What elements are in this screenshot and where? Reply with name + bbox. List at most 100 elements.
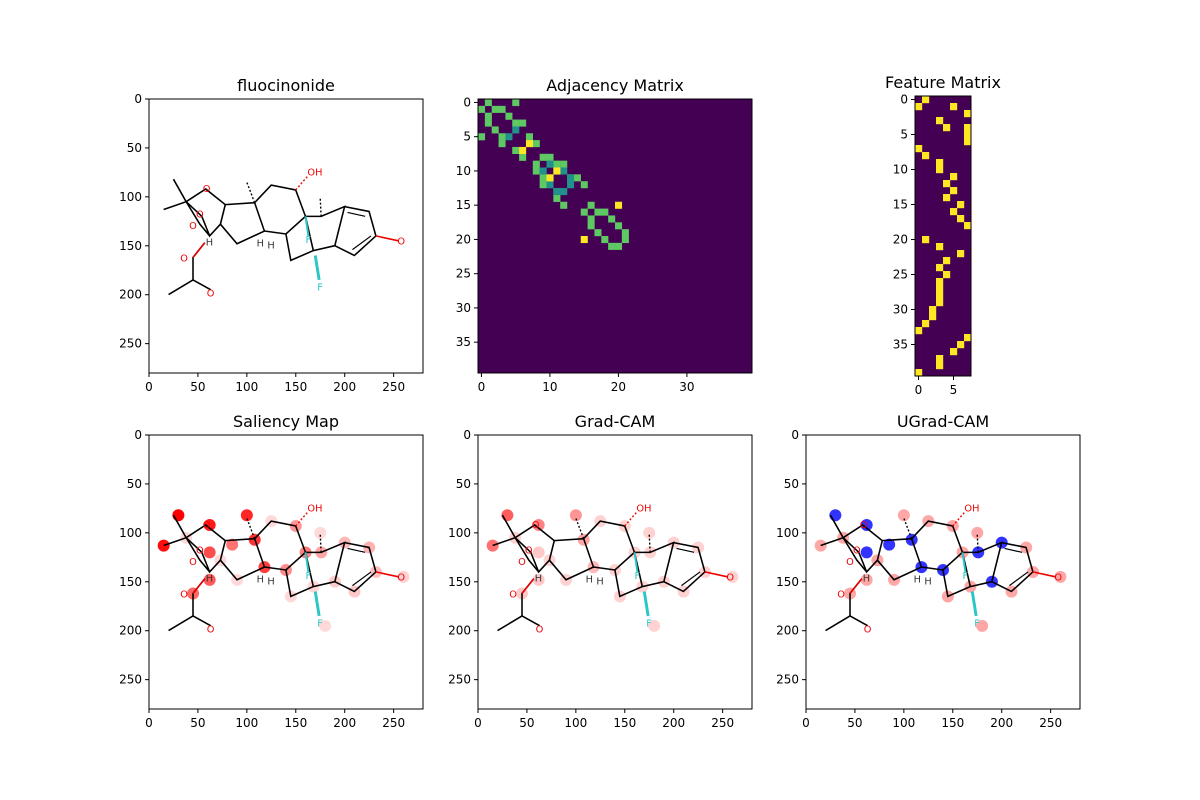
y-tick-label: 10 bbox=[456, 164, 471, 178]
x-tick-label: 50 bbox=[847, 716, 862, 730]
heatmap-cell bbox=[505, 112, 513, 120]
heatmap-cell bbox=[484, 119, 492, 127]
x-tick-label: 250 bbox=[1039, 716, 1062, 730]
y-tick-label: 150 bbox=[119, 239, 142, 253]
heatmap-cell bbox=[936, 117, 944, 125]
y-tick-label: 250 bbox=[119, 673, 142, 687]
heatmap-cell bbox=[943, 271, 951, 279]
heatmap-cell bbox=[491, 105, 499, 113]
heatmap-cell bbox=[915, 327, 923, 335]
heatmap-cell bbox=[601, 208, 609, 216]
atom-highlight bbox=[226, 538, 239, 551]
heatmap-cell bbox=[567, 174, 575, 182]
panel-title: Feature Matrix bbox=[885, 73, 1001, 92]
heatmap-cell bbox=[560, 167, 568, 175]
heatmap-cell bbox=[553, 188, 561, 196]
heatmap-cell bbox=[512, 119, 520, 127]
heatmap-cell bbox=[964, 138, 972, 146]
x-tick-label: 150 bbox=[284, 716, 307, 730]
x-tick-label: 50 bbox=[519, 716, 534, 730]
heatmap-cell bbox=[922, 96, 930, 104]
x-tick-label: 250 bbox=[382, 380, 405, 394]
y-tick-label: 25 bbox=[456, 267, 471, 281]
atom-highlight bbox=[643, 526, 656, 539]
y-tick-label: 50 bbox=[784, 477, 799, 491]
heatmap-cell bbox=[560, 201, 568, 209]
x-tick-label: 200 bbox=[333, 716, 356, 730]
heatmap-cell bbox=[957, 250, 965, 258]
heatmap-cell bbox=[601, 236, 609, 244]
atom-highlight bbox=[883, 538, 896, 551]
heatmap-cell bbox=[964, 222, 972, 230]
y-tick-label: 0 bbox=[463, 428, 471, 442]
heatmap-cell bbox=[950, 187, 958, 195]
heatmap-cell bbox=[950, 173, 958, 181]
heatmap-cell bbox=[943, 257, 951, 265]
heatmap-cell bbox=[532, 167, 540, 175]
panel-saliency: Saliency Map bbox=[148, 412, 424, 710]
heatmap-cell bbox=[621, 229, 629, 237]
y-tick-label: 200 bbox=[119, 288, 142, 302]
panel-features: Feature Matrix bbox=[885, 73, 1001, 377]
plot-frame bbox=[914, 95, 972, 377]
x-tick-label: 10 bbox=[542, 380, 557, 394]
atom-highlight bbox=[532, 546, 545, 559]
y-tick-label: 15 bbox=[456, 198, 471, 212]
plot-frame bbox=[477, 98, 753, 374]
heatmap-cell bbox=[929, 306, 937, 314]
x-tick-label: 0 bbox=[802, 716, 810, 730]
heatmap-cell bbox=[512, 146, 520, 154]
y-tick-label: 20 bbox=[893, 233, 908, 247]
heatmap-cell bbox=[915, 145, 923, 153]
heatmap-cell bbox=[594, 229, 602, 237]
panel-title: Grad-CAM bbox=[575, 412, 656, 431]
heatmap-cell bbox=[957, 201, 965, 209]
heatmap-cell bbox=[532, 160, 540, 168]
heatmap-cell bbox=[573, 174, 581, 182]
heatmap-cell bbox=[936, 362, 944, 370]
x-tick-label: 250 bbox=[382, 716, 405, 730]
heatmap-cell bbox=[936, 292, 944, 300]
atom-highlight bbox=[203, 546, 216, 559]
heatmap-cell bbox=[519, 146, 527, 154]
heatmap-cell bbox=[936, 159, 944, 167]
heatmap-cell bbox=[484, 112, 492, 120]
heatmap-cell bbox=[957, 215, 965, 223]
y-tick-label: 0 bbox=[134, 428, 142, 442]
heatmap-cell bbox=[964, 131, 972, 139]
y-tick-label: 150 bbox=[119, 575, 142, 589]
y-tick-label: 200 bbox=[119, 624, 142, 638]
heatmap-cell bbox=[532, 140, 540, 148]
heatmap-cell bbox=[560, 188, 568, 196]
heatmap-cell bbox=[936, 243, 944, 251]
heatmap-cell bbox=[608, 242, 616, 250]
heatmap-cell bbox=[539, 181, 547, 189]
x-tick-label: 200 bbox=[333, 380, 356, 394]
x-tick-label: 20 bbox=[611, 380, 626, 394]
y-tick-label: 250 bbox=[776, 673, 799, 687]
heatmap-cell bbox=[484, 99, 492, 107]
heatmap-cell bbox=[915, 369, 923, 377]
heatmap-cell bbox=[580, 181, 588, 189]
heatmap-cell bbox=[478, 105, 486, 113]
heatmap-cell bbox=[546, 153, 554, 161]
heatmap-cell bbox=[498, 133, 506, 141]
heatmap-cell bbox=[922, 320, 930, 328]
y-tick-label: 50 bbox=[127, 477, 142, 491]
adjacency-heatmap bbox=[478, 99, 752, 373]
y-tick-label: 150 bbox=[776, 575, 799, 589]
heatmap-cell bbox=[580, 236, 588, 244]
heatmap-cell bbox=[615, 222, 623, 230]
heatmap-cell bbox=[936, 355, 944, 363]
y-tick-label: 50 bbox=[456, 477, 471, 491]
heatmap-cell bbox=[936, 264, 944, 272]
heatmap-cell bbox=[525, 133, 533, 141]
heatmap-cell bbox=[539, 153, 547, 161]
heatmap-cell bbox=[936, 299, 944, 307]
heatmap-cell bbox=[587, 222, 595, 230]
y-tick-label: 35 bbox=[893, 338, 908, 352]
heatmap-cell bbox=[580, 208, 588, 216]
heatmap-cell bbox=[929, 313, 937, 321]
panel-adjacency: Adjacency Matrix bbox=[477, 76, 753, 374]
heatmap-cell bbox=[498, 105, 506, 113]
